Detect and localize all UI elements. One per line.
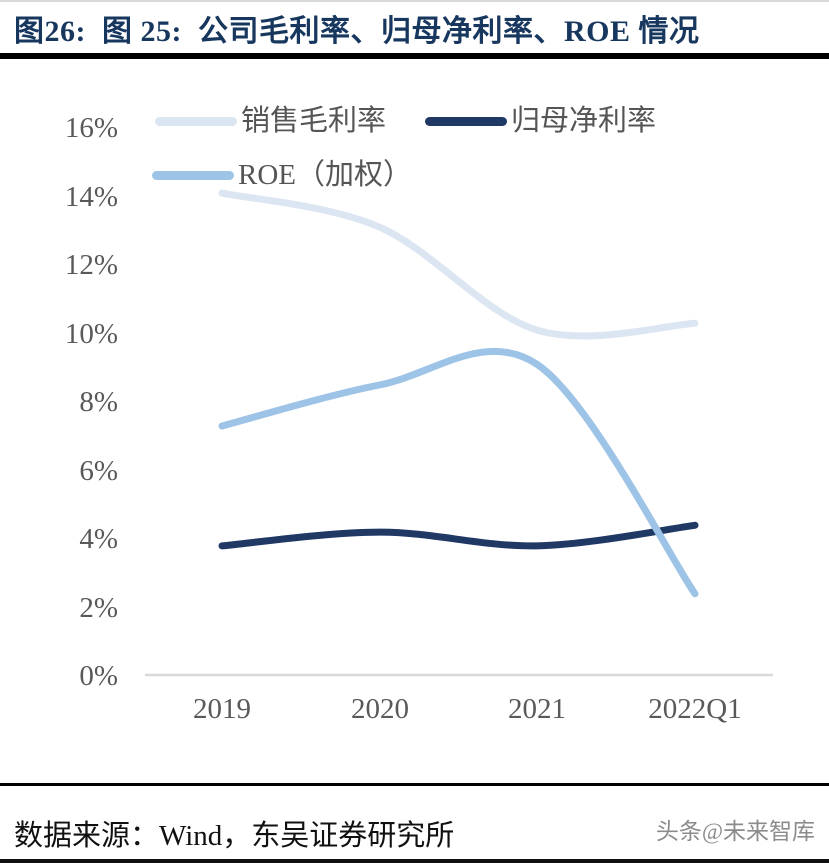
legend-swatch-gross-margin xyxy=(155,117,237,126)
bottom-rule xyxy=(0,859,829,863)
legend-swatch-net-margin xyxy=(425,117,507,126)
title-divider-rule xyxy=(0,53,829,59)
series-line-net-margin xyxy=(218,521,699,550)
ytick-8: 8% xyxy=(79,386,118,418)
data-source-note: 数据来源：Wind，东吴证券研究所 xyxy=(14,820,455,852)
ytick-4: 4% xyxy=(79,523,118,555)
series-line-roe xyxy=(218,347,699,598)
ytick-14: 14% xyxy=(64,181,118,213)
ytick-2: 2% xyxy=(79,592,118,624)
top-hairline xyxy=(0,0,829,2)
legend-swatch-roe xyxy=(152,171,234,180)
legend-label-net-margin: 归母净利率 xyxy=(511,105,657,137)
legend-label-roe: ROE（加权） xyxy=(238,159,413,191)
ytick-10: 10% xyxy=(64,318,118,350)
legend-label-gross-margin: 销售毛利率 xyxy=(241,105,387,137)
ytick-16: 16% xyxy=(64,112,118,144)
xtick-2021: 2021 xyxy=(508,693,566,725)
figure-title: 图26: 图 25: 公司毛利率、归母净利率、ROE 情况 xyxy=(14,15,700,48)
xtick-2019: 2019 xyxy=(193,693,251,725)
ytick-6: 6% xyxy=(79,455,118,487)
xtick-2020: 2020 xyxy=(351,693,409,725)
xtick-2022q1: 2022Q1 xyxy=(648,693,742,725)
series-line-gross-margin xyxy=(218,189,699,340)
footer-divider-rule xyxy=(0,783,829,786)
ytick-12: 12% xyxy=(64,249,118,281)
watermark-text: 头条@未来智库 xyxy=(655,819,815,844)
ytick-0: 0% xyxy=(79,660,118,692)
